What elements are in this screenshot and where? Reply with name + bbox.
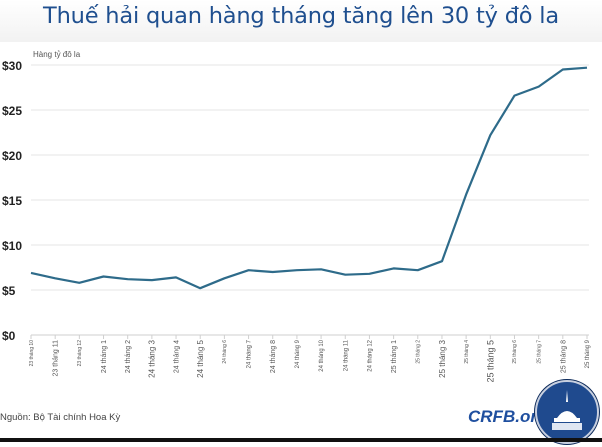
x-tick-label: 25 tháng 5 bbox=[485, 340, 495, 383]
crfb-capitol-logo-icon bbox=[535, 380, 599, 444]
x-tick-label: 25 tháng 8 bbox=[560, 340, 567, 373]
x-tick-label: 24 tháng 3 bbox=[148, 339, 157, 377]
x-tick-label: 24 tháng 6 bbox=[222, 340, 228, 364]
x-tick-label: 23 tháng 12 bbox=[77, 340, 83, 367]
x-tick-label: 25 tháng 7 bbox=[536, 340, 542, 364]
series-line bbox=[30, 66, 588, 290]
x-tick-label: 24 tháng 10 bbox=[319, 339, 325, 371]
x-tick-label: 25 tháng 1 bbox=[391, 340, 398, 373]
x-tick-label: 24 tháng 1 bbox=[101, 340, 108, 373]
y-tick-label: $10 bbox=[2, 239, 22, 253]
x-tick-label: 24 tháng 5 bbox=[196, 339, 205, 377]
x-tick-label: 24 tháng 9 bbox=[295, 339, 301, 368]
y-tick-label: $30 bbox=[2, 59, 22, 73]
x-tick-label: 24 tháng 2 bbox=[125, 340, 132, 373]
y-tick-label: $5 bbox=[2, 284, 16, 298]
y-tick-label: $15 bbox=[2, 194, 22, 208]
x-tick-label: 25 tháng 2 bbox=[416, 340, 422, 364]
x-tick-label: 24 tháng 8 bbox=[270, 340, 277, 373]
x-tick-label: 25 tháng 3 bbox=[438, 339, 447, 377]
x-tick-label: 24 tháng 4 bbox=[173, 340, 180, 373]
y-tick-label: $0 bbox=[2, 329, 16, 343]
x-tick-label: 23 tháng 10 bbox=[29, 340, 35, 367]
y-tick-label: $20 bbox=[2, 149, 22, 163]
x-tick-label: 25 tháng 4 bbox=[464, 340, 470, 364]
x-tick-label: 25 tháng 9 bbox=[585, 339, 591, 368]
x-tick-label: 24 tháng 11 bbox=[343, 339, 349, 371]
brand-label: CRFB.org bbox=[468, 407, 548, 426]
x-tick-label: 24 tháng 7 bbox=[247, 339, 253, 368]
header-band bbox=[0, 0, 602, 42]
chart-title: Thuế hải quan hàng tháng tăng lên 30 tỷ … bbox=[43, 3, 559, 29]
x-tick-label: 24 tháng 12 bbox=[368, 339, 374, 371]
x-tick-label: 25 tháng 6 bbox=[512, 340, 518, 364]
x-tick-label: 23 tháng 11 bbox=[53, 340, 60, 377]
bottom-border bbox=[0, 438, 602, 442]
y-tick-label: $25 bbox=[2, 104, 22, 118]
source-note: Nguồn: Bộ Tài chính Hoa Kỳ bbox=[0, 412, 121, 423]
y-axis-unit-label: Hàng tỷ đô la bbox=[33, 50, 81, 59]
